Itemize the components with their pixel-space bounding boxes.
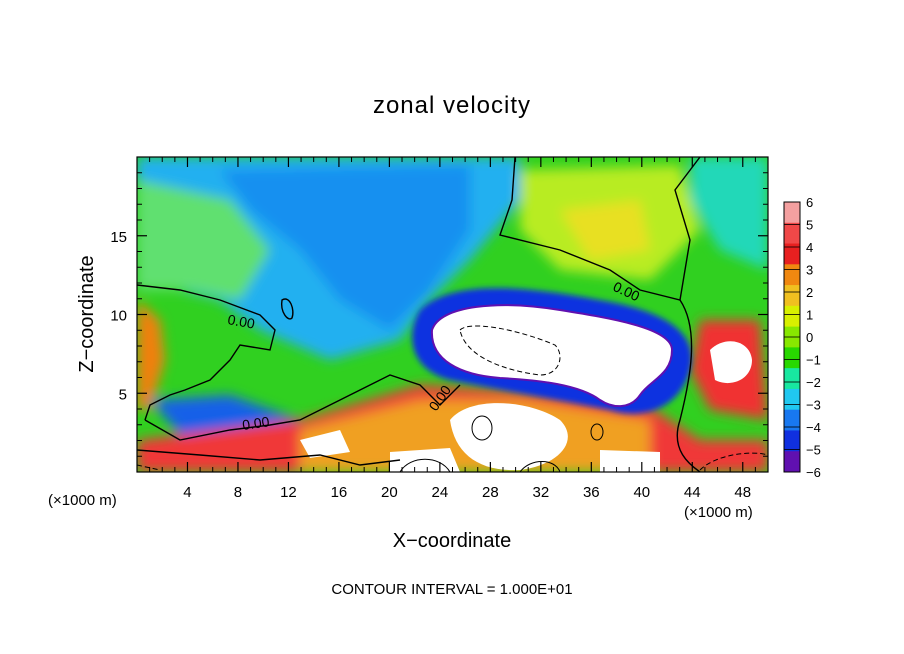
field-left-warm [137, 300, 165, 410]
colorbar-swatch [784, 285, 800, 307]
colorbar-swatch [784, 264, 800, 286]
colorbar-tick-label: 6 [806, 195, 813, 210]
colorbar-swatch [784, 347, 800, 369]
negative-contour-jet [459, 325, 561, 376]
jet-minimum-core [430, 304, 674, 408]
x-tick-label: 20 [381, 484, 398, 501]
thin-contour-1 [471, 415, 493, 441]
colorbar-tick-label: −2 [806, 375, 821, 390]
x-tick-label: 12 [280, 484, 297, 501]
colorbar-tick-label: −5 [806, 443, 821, 458]
negative-contour-left [137, 464, 161, 471]
colorbar-swatch [784, 202, 800, 224]
colorbar-tick-label: 1 [806, 308, 813, 323]
colorbar-tick-label: 2 [806, 285, 813, 300]
right-maximum-core [710, 341, 752, 384]
y-tick-label: 15 [110, 229, 127, 246]
colorbar-swatch [784, 409, 800, 431]
velocity-field: 0.00 0.00 0.00 0.00 [137, 157, 768, 472]
contour-label-1: 0.00 [226, 311, 256, 332]
bottom-maximum-core [390, 448, 460, 472]
zero-contour-left [137, 284, 276, 421]
zero-contour-bottom [137, 449, 401, 466]
colorbar-tick-label: −1 [806, 353, 821, 368]
colorbar-tick-label: −6 [806, 465, 821, 480]
thin-contour-4 [519, 461, 561, 472]
zero-contour-upper [499, 157, 701, 301]
colorbar-tick-label: 5 [806, 218, 813, 233]
colorbar-swatch [784, 430, 800, 452]
x-tick-label: 40 [633, 484, 650, 501]
colorbar-swatch [784, 451, 800, 473]
x-tick-label: 32 [532, 484, 549, 501]
x-tick-label: 4 [183, 484, 191, 501]
colorbar-swatch [784, 222, 800, 245]
field-upper-deepblue [220, 165, 470, 330]
x-axis-ticks: 4 8 12 16 20 24 28 32 36 40 44 48 [149, 157, 756, 501]
colorbar-swatch [784, 368, 800, 390]
lower-maximum-core [450, 403, 568, 471]
x-tick-label: 16 [331, 484, 348, 501]
x-tick-label: 24 [432, 484, 449, 501]
field-upper-right-core [560, 200, 650, 260]
x-tick-label: 36 [583, 484, 600, 501]
x-unit-right: (×1000 m) [684, 504, 753, 521]
colorbar-tick-label: 3 [806, 263, 813, 278]
colorbar-tick-label: 0 [806, 330, 813, 345]
left-maximum-core [300, 430, 350, 458]
colorbar-tick-label: 4 [806, 240, 813, 255]
y-axis-label: Z−coordinate [76, 255, 98, 372]
negative-contour-bottom [699, 452, 768, 471]
colorbar: 6 5 4 3 2 1 0 −1 −2 −3 −4 −5 −6 [783, 195, 821, 480]
colorbar-swatch [784, 243, 800, 265]
colorbar-swatch [784, 388, 800, 411]
y-tick-label: 5 [119, 386, 127, 403]
x-tick-label: 48 [734, 484, 751, 501]
zero-contour-small-loop [280, 298, 294, 320]
x-tick-label: 44 [684, 484, 701, 501]
contour-interval-footer: CONTOUR INTERVAL = 1.000E+01 [331, 581, 572, 598]
thin-contour-2 [590, 423, 604, 441]
colorbar-tick-label: −3 [806, 398, 821, 413]
x-tick-label: 8 [234, 484, 242, 501]
y-axis-ticks: 5 10 15 [110, 172, 768, 457]
field-right-cyan [690, 157, 768, 270]
colorbar-tick-label: −4 [806, 420, 821, 435]
zero-contour-right [676, 299, 701, 472]
contour-label-3: 0.00 [241, 413, 270, 433]
zero-contour-lower [144, 374, 461, 441]
x-unit-left: (×1000 m) [48, 492, 117, 509]
x-tick-label: 28 [482, 484, 499, 501]
x-axis-label: X−coordinate [393, 530, 511, 552]
field-left-green [137, 180, 270, 300]
colorbar-swatch [784, 305, 800, 328]
chart-title: zonal velocity [373, 92, 531, 119]
y-tick-label: 10 [110, 308, 127, 325]
bottom-maximum-core-2 [600, 450, 660, 472]
thin-contour-3 [399, 458, 451, 472]
